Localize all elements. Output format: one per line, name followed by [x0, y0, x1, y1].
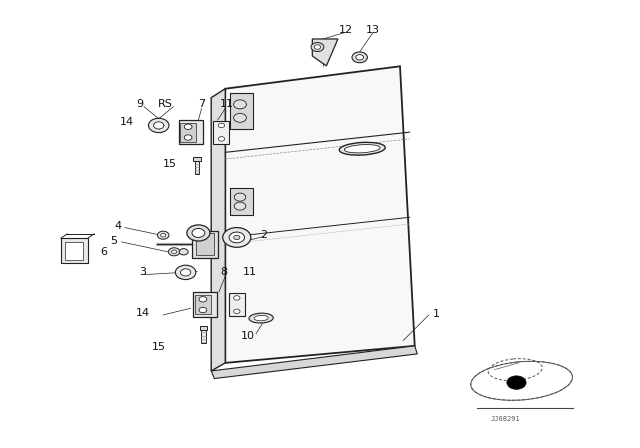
Text: 8: 8 — [220, 267, 228, 277]
Polygon shape — [230, 188, 253, 215]
Circle shape — [192, 228, 205, 237]
Text: 9: 9 — [136, 99, 143, 109]
Circle shape — [234, 202, 246, 210]
Text: 14: 14 — [136, 308, 150, 318]
Circle shape — [179, 249, 188, 255]
Bar — [213, 121, 230, 144]
Circle shape — [234, 296, 240, 300]
Circle shape — [199, 307, 207, 313]
Circle shape — [352, 52, 367, 63]
Polygon shape — [211, 89, 225, 371]
Circle shape — [157, 231, 169, 239]
Bar — [196, 233, 214, 255]
Text: 10: 10 — [241, 331, 255, 341]
Text: 5: 5 — [111, 236, 117, 246]
Text: 11: 11 — [220, 99, 234, 109]
Circle shape — [234, 193, 246, 201]
Text: 14: 14 — [120, 117, 134, 127]
Text: 6: 6 — [100, 247, 107, 257]
Circle shape — [234, 100, 246, 109]
Polygon shape — [61, 238, 88, 263]
Text: 7: 7 — [198, 99, 205, 109]
Circle shape — [234, 309, 240, 314]
Text: 4: 4 — [115, 221, 122, 231]
Polygon shape — [225, 66, 415, 363]
Circle shape — [168, 248, 180, 256]
Bar — [195, 295, 211, 314]
Text: JJ08291: JJ08291 — [491, 416, 520, 422]
Circle shape — [175, 265, 196, 280]
Polygon shape — [211, 346, 417, 379]
Text: 15: 15 — [163, 159, 177, 169]
Circle shape — [154, 122, 164, 129]
Text: 13: 13 — [365, 25, 380, 35]
Text: 3: 3 — [140, 267, 146, 277]
Text: RS: RS — [157, 99, 173, 109]
Circle shape — [199, 297, 207, 302]
Polygon shape — [312, 39, 338, 66]
Bar — [193, 293, 217, 317]
Circle shape — [172, 250, 177, 254]
Circle shape — [314, 45, 321, 49]
Ellipse shape — [249, 313, 273, 323]
Ellipse shape — [254, 315, 268, 321]
Circle shape — [218, 123, 225, 128]
Bar — [179, 120, 203, 144]
Bar — [201, 329, 206, 343]
Bar — [200, 326, 207, 330]
Circle shape — [234, 113, 246, 122]
Circle shape — [184, 124, 192, 129]
Bar — [192, 231, 218, 258]
Circle shape — [161, 233, 166, 237]
Circle shape — [234, 235, 240, 240]
Bar — [229, 293, 245, 316]
Text: 1: 1 — [433, 309, 440, 319]
Polygon shape — [65, 242, 83, 260]
Circle shape — [187, 225, 210, 241]
Ellipse shape — [339, 142, 385, 155]
Bar — [193, 157, 201, 161]
Bar — [195, 160, 200, 174]
Circle shape — [148, 118, 169, 133]
Text: 2: 2 — [260, 230, 268, 240]
Circle shape — [507, 376, 526, 389]
Circle shape — [223, 228, 251, 247]
Circle shape — [184, 135, 192, 140]
Text: 12: 12 — [339, 25, 353, 35]
Circle shape — [311, 43, 324, 52]
Circle shape — [218, 137, 225, 141]
Polygon shape — [230, 93, 253, 129]
Circle shape — [229, 232, 244, 243]
Circle shape — [180, 269, 191, 276]
Text: 11: 11 — [243, 267, 257, 277]
Text: 15: 15 — [152, 342, 166, 352]
Circle shape — [356, 55, 364, 60]
Bar — [180, 123, 196, 142]
Ellipse shape — [344, 145, 380, 153]
